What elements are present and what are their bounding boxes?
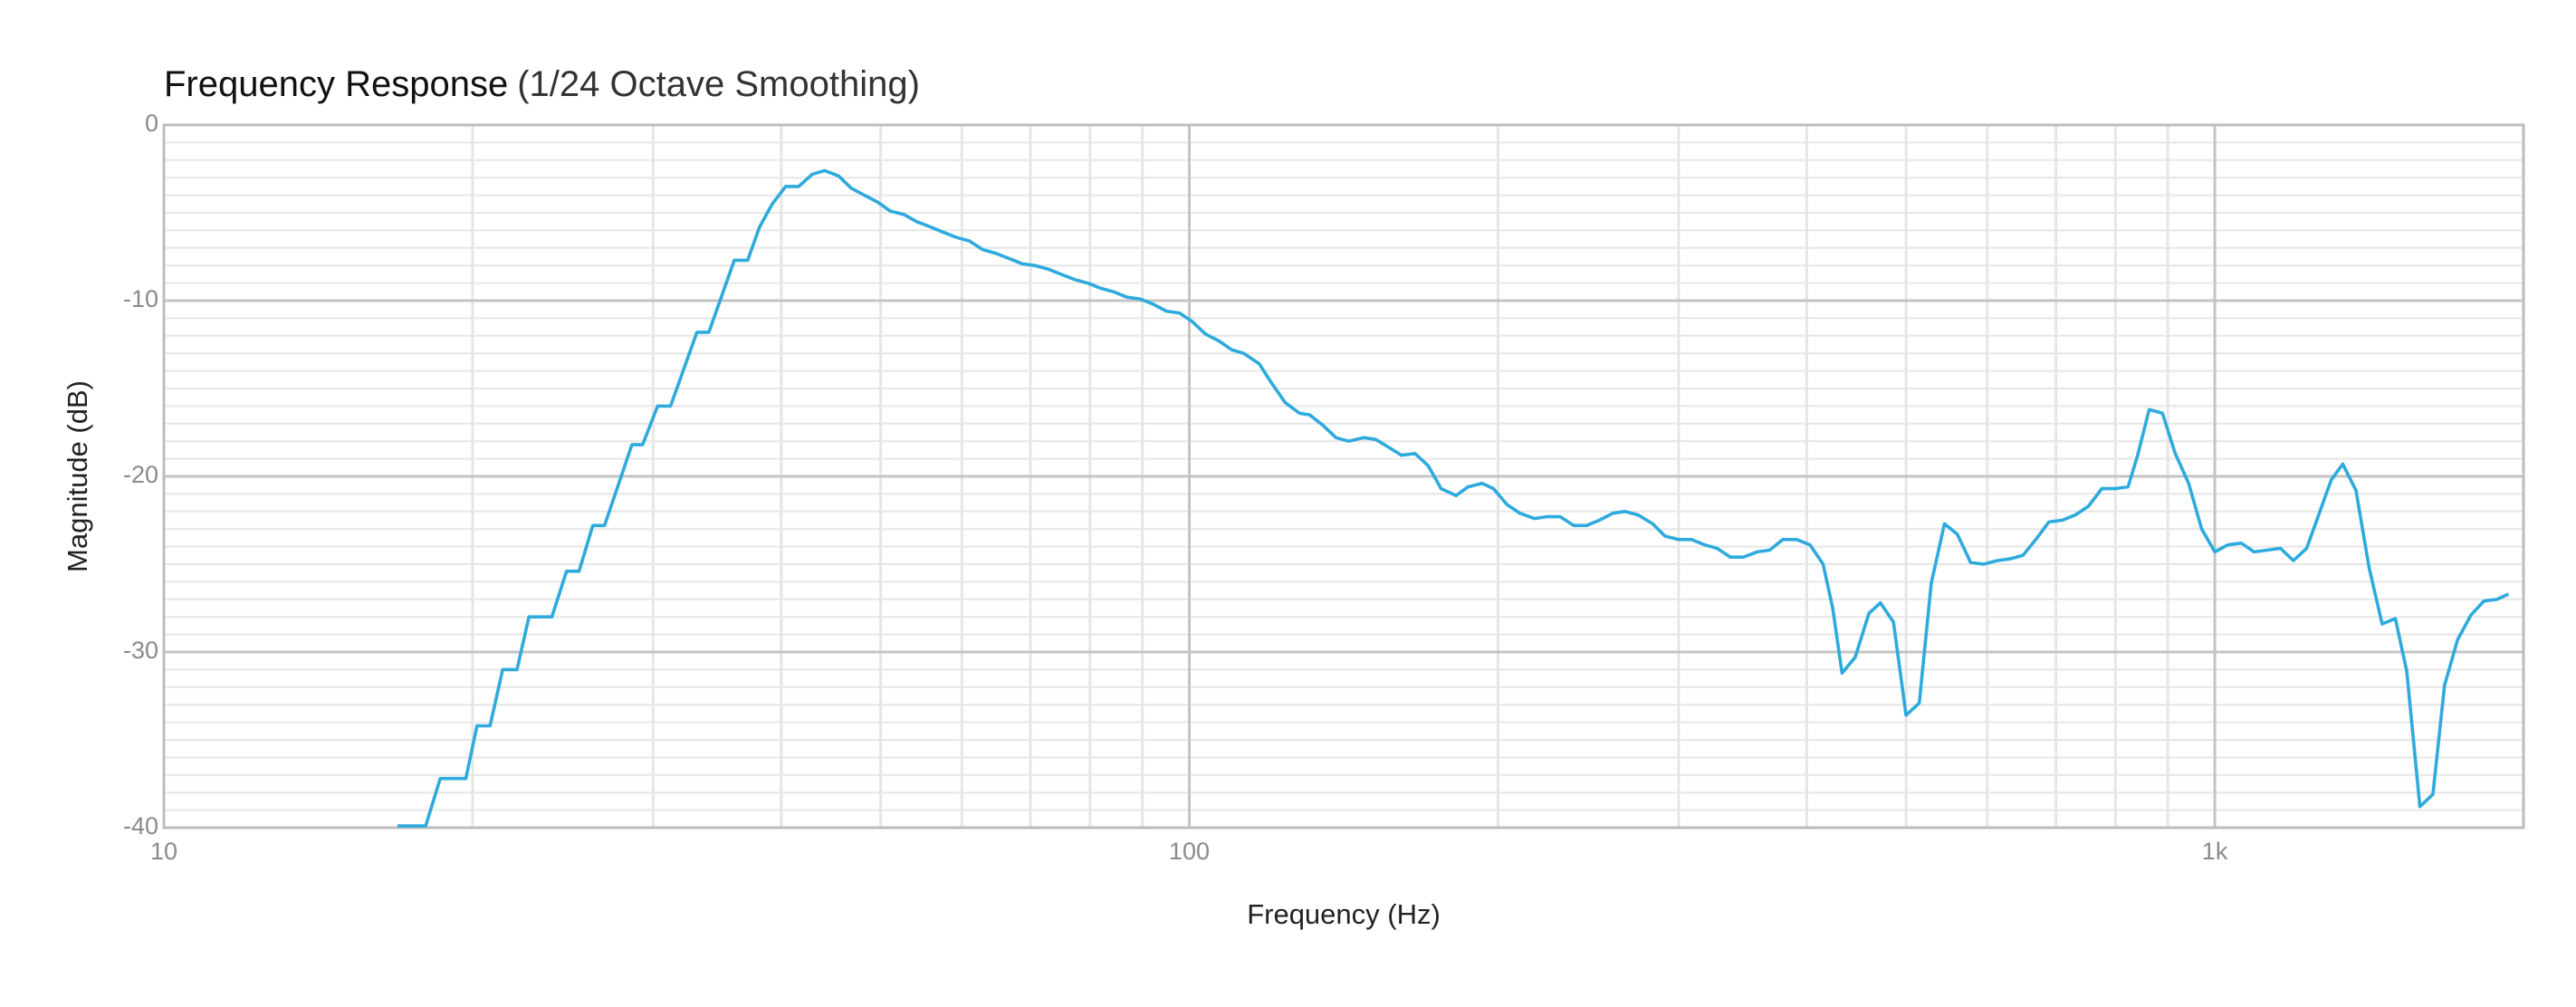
y-tick-label: -10	[123, 285, 158, 312]
x-axis-label: Frequency (Hz)	[1247, 898, 1441, 930]
y-tick-label: -20	[123, 461, 158, 488]
chart-subtitle: (1/24 Octave Smoothing)	[517, 64, 920, 104]
chart-title-group: Frequency Response (1/24 Octave Smoothing…	[164, 64, 920, 104]
y-tick-label: -30	[123, 637, 158, 664]
y-axis-label: Magnitude (dB)	[62, 380, 93, 572]
x-tick-label: 1k	[2202, 838, 2228, 865]
chart-title: Frequency Response	[164, 64, 508, 104]
line-series	[397, 168, 2510, 828]
y-tick-label: 0	[145, 110, 158, 137]
x-tick-label: 100	[1169, 838, 1210, 865]
y-tick-label: -40	[123, 812, 158, 839]
grid	[162, 123, 2523, 830]
plot-frame	[162, 123, 2525, 830]
x-tick-label: 10	[150, 838, 177, 865]
